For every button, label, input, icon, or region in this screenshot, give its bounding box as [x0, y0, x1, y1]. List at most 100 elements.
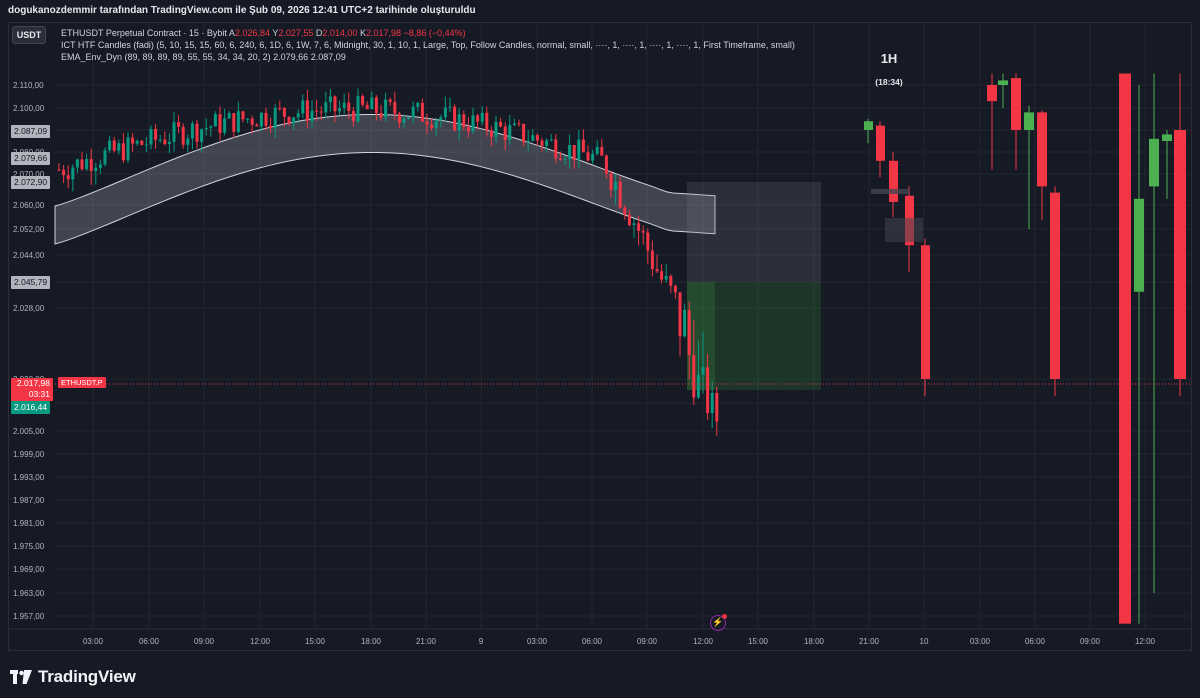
candle-body [190, 123, 194, 139]
candle-body [379, 113, 383, 118]
htf-candle-body [876, 125, 885, 161]
candle-body [241, 111, 245, 120]
legend-close-value: 2.017,98 [365, 28, 402, 38]
candle-body [89, 159, 93, 172]
candle-body [489, 130, 493, 138]
candle-body [637, 223, 641, 231]
candle-body [687, 310, 691, 356]
x-tick-label: 06:00 [582, 637, 603, 646]
candle-body [282, 107, 286, 117]
y-tick-label: 2.060,00 [13, 201, 45, 210]
htf-candle-body [1037, 112, 1047, 187]
candle-body [448, 106, 452, 108]
candle-body [430, 124, 434, 129]
candle-body [558, 158, 562, 160]
candle-body [660, 271, 664, 280]
x-tick-label: 09:00 [637, 637, 658, 646]
candle-body [287, 116, 291, 124]
candle-body [393, 102, 397, 114]
candle-body [177, 122, 181, 127]
htf-candle-body [998, 80, 1008, 85]
legend-open-key: A [228, 28, 235, 38]
candle-body [94, 167, 98, 172]
x-tick-label: 9 [479, 637, 484, 646]
candle-body [457, 114, 461, 131]
candle-body [673, 285, 677, 293]
candle-body [319, 111, 323, 113]
candle-body [411, 106, 415, 118]
candle-body [416, 102, 420, 107]
candle-body [131, 137, 135, 144]
y-tick-label: 1.957,00 [13, 612, 45, 621]
candle-body [434, 120, 438, 129]
candle-body [333, 96, 337, 112]
candle-body [710, 392, 714, 413]
candle-body [112, 140, 116, 151]
candle-body [328, 96, 332, 103]
tradingview-brand: TradingView [38, 667, 136, 686]
htf-candle-body [1011, 78, 1021, 130]
candle-body [163, 139, 167, 145]
y-tick-label: 1.969,00 [13, 565, 45, 574]
htf-range-box [885, 218, 923, 242]
x-tick-label: 06:00 [139, 637, 160, 646]
candle-body [172, 122, 176, 142]
band-mid-price-tag: 2.072,90 [11, 176, 51, 189]
candle-body [144, 144, 148, 146]
y-tick-label: 1.975,00 [13, 542, 45, 551]
candle-body [140, 140, 144, 145]
lower-band-price-tag: 2.079,66 [11, 152, 51, 165]
candle-body [310, 110, 314, 122]
candle-body [609, 173, 613, 191]
x-tick-label: 03:00 [527, 637, 548, 646]
x-tick-label: 10 [920, 637, 929, 646]
candle-body [269, 125, 273, 128]
candle-body [347, 102, 351, 111]
htf-candle-body [889, 160, 898, 202]
x-tick-label: 09:00 [1080, 637, 1101, 646]
htf-candle-body [864, 121, 873, 130]
candle-body [627, 214, 631, 225]
y-tick-label: 2.100,00 [13, 104, 45, 113]
legend-indicator-2[interactable]: EMA_Env_Dyn (89, 89, 89, 89, 55, 55, 34,… [61, 51, 795, 63]
candle-body [577, 139, 581, 160]
y-tick-label: 1.981,00 [13, 519, 45, 528]
htf-countdown-label: (18:34) [875, 77, 903, 87]
candle-body [250, 118, 254, 125]
legend-symbol[interactable]: ETHUSDT Perpetual Contract · 15 · Bybit [61, 28, 227, 38]
candle-body [259, 112, 263, 127]
htf-candle-body [1119, 73, 1131, 624]
x-tick-label: 12:00 [693, 637, 714, 646]
y-tick-label: 2.044,00 [13, 251, 45, 260]
x-tick-label: 18:00 [361, 637, 382, 646]
candle-body [71, 167, 75, 180]
candle-body [62, 169, 66, 176]
lightning-alert-icon[interactable]: ⚡ [710, 614, 727, 631]
footer-bar: TradingView [0, 651, 1200, 698]
legend-indicator-1[interactable]: ICT HTF Candles (fadi) (5, 10, 15, 15, 6… [61, 40, 795, 50]
candle-body [476, 115, 480, 122]
candle-body [236, 111, 240, 132]
target-zone-box [687, 282, 821, 390]
candle-body [158, 139, 162, 141]
candle-body [246, 118, 250, 120]
candle-body [600, 146, 604, 156]
htf-timeframe-label: 1H [880, 51, 898, 66]
chart-panel[interactable]: 2.110,002.100,002.090,002.080,002.070,00… [8, 22, 1192, 651]
candle-body [591, 153, 595, 161]
tradingview-logo[interactable]: TradingView [10, 667, 136, 687]
candle-body [80, 159, 84, 170]
candle-body [301, 100, 305, 114]
candle-body [425, 121, 429, 125]
y-tick-label: 1.993,00 [13, 473, 45, 482]
currency-button[interactable]: USDT [12, 26, 46, 44]
candle-body [646, 232, 650, 251]
x-tick-label: 12:00 [250, 637, 271, 646]
candle-body [604, 155, 608, 174]
candle-body [223, 118, 227, 133]
candle-body [218, 114, 222, 133]
legend-low-value: 2.014,00 [322, 28, 358, 38]
candle-body [305, 100, 309, 122]
chart-canvas[interactable]: 2.110,002.100,002.090,002.080,002.070,00… [9, 23, 1192, 651]
candle-body [531, 135, 535, 141]
